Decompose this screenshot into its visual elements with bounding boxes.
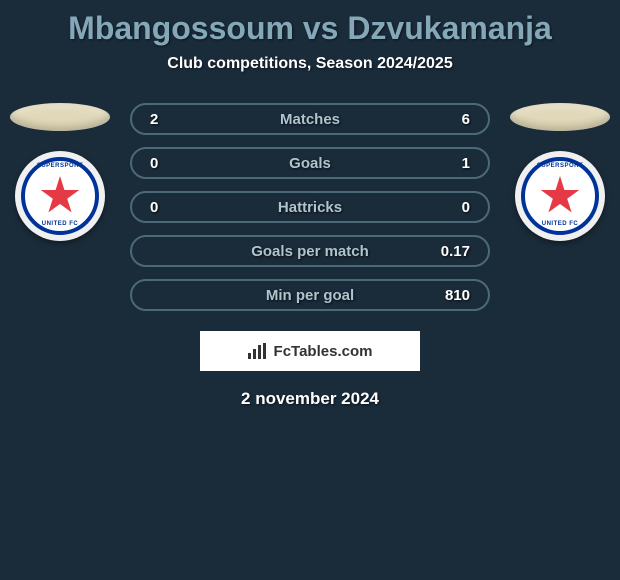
stat-left-value: 0 <box>150 199 158 216</box>
logo-text-top-right: SUPERSPORT <box>537 163 583 169</box>
stat-left-value: 2 <box>150 111 158 128</box>
logo-star-left <box>40 176 80 216</box>
stats-column: 2 Matches 6 0 Goals 1 0 Hattricks 0 Goal… <box>130 103 490 311</box>
stat-label: Matches <box>280 111 340 128</box>
footer-brand-text: FcTables.com <box>274 343 373 360</box>
infographic-container: Mbangossoum vs Dzvukamanja Club competit… <box>0 0 620 419</box>
stat-bar-goals: 0 Goals 1 <box>130 147 490 179</box>
stat-left-value: 0 <box>150 155 158 172</box>
logo-text-top-left: SUPERSPORT <box>37 163 83 169</box>
logo-text-bottom-right: UNITED FC <box>542 221 579 227</box>
player-oval-right <box>510 103 610 131</box>
stat-right-value: 0.17 <box>441 243 470 260</box>
page-subtitle: Club competitions, Season 2024/2025 <box>0 55 620 73</box>
stat-right-value: 810 <box>445 287 470 304</box>
stat-label: Min per goal <box>266 287 354 304</box>
footer-branding: FcTables.com <box>200 331 420 371</box>
chart-icon <box>248 343 268 359</box>
right-column: SUPERSPORT UNITED FC <box>510 103 610 241</box>
stat-right-value: 0 <box>462 199 470 216</box>
stat-right-value: 6 <box>462 111 470 128</box>
stat-label: Hattricks <box>278 199 342 216</box>
left-column: SUPERSPORT UNITED FC <box>10 103 110 241</box>
logo-star-right <box>540 176 580 216</box>
stat-label: Goals <box>289 155 331 172</box>
main-row: SUPERSPORT UNITED FC 2 Matches 6 0 Goals… <box>0 103 620 311</box>
logo-text-bottom-left: UNITED FC <box>42 221 79 227</box>
date-text: 2 november 2024 <box>0 389 620 409</box>
stat-bar-gpm: Goals per match 0.17 <box>130 235 490 267</box>
stat-bar-mpg: Min per goal 810 <box>130 279 490 311</box>
stat-right-value: 1 <box>462 155 470 172</box>
stat-bar-matches: 2 Matches 6 <box>130 103 490 135</box>
stat-bar-hattricks: 0 Hattricks 0 <box>130 191 490 223</box>
stat-label: Goals per match <box>251 243 369 260</box>
club-logo-right-inner: SUPERSPORT UNITED FC <box>521 157 599 235</box>
club-logo-right: SUPERSPORT UNITED FC <box>515 151 605 241</box>
player-oval-left <box>10 103 110 131</box>
club-logo-left-inner: SUPERSPORT UNITED FC <box>21 157 99 235</box>
club-logo-left: SUPERSPORT UNITED FC <box>15 151 105 241</box>
page-title: Mbangossoum vs Dzvukamanja <box>0 10 620 47</box>
